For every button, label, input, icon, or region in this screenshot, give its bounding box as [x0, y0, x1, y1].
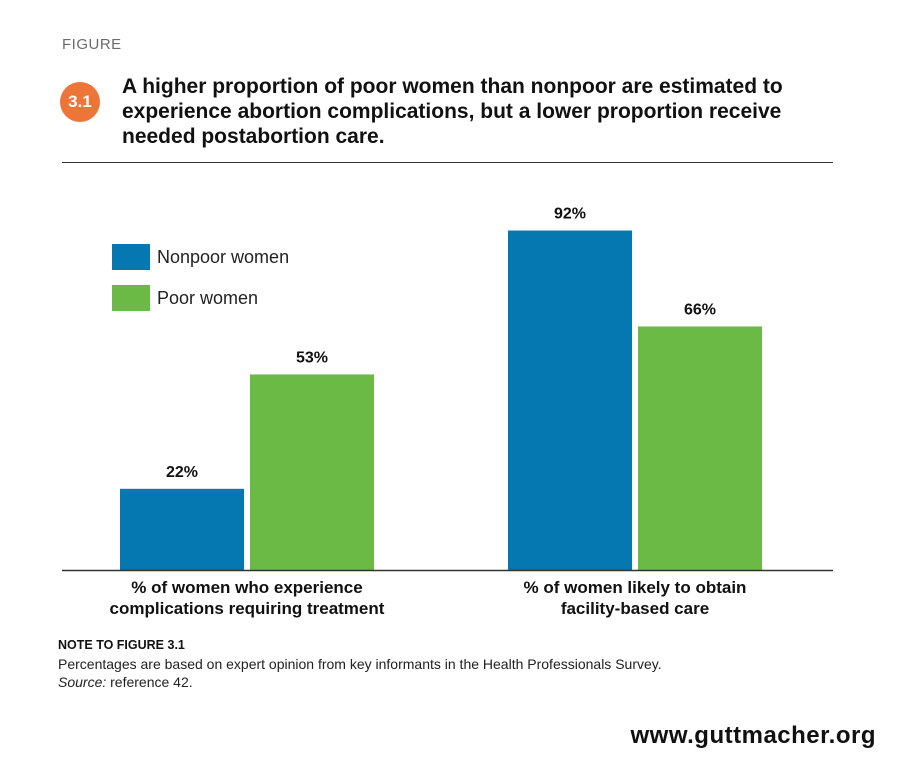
figure-number-badge: 3.1	[60, 82, 100, 122]
bar-nonpoor-2	[508, 230, 632, 570]
source-label: Source:	[58, 674, 107, 690]
legend-swatch-poor	[112, 285, 150, 311]
category-label-1-line-2: complications requiring treatment	[110, 599, 385, 618]
source-line: Source: reference 42.	[58, 674, 193, 690]
figure-label: FIGURE	[62, 36, 122, 53]
bar-chart: 22% 92% 53% 66% % of women who experience com…	[62, 206, 833, 618]
legend-swatch-nonpoor	[112, 244, 150, 270]
category-label-1-line-1: % of women who experience	[131, 578, 362, 597]
note-text: Percentages are based on expert opinion …	[58, 656, 662, 672]
bar-nonpoor-1	[120, 488, 244, 570]
data-label-poor-1: 53%	[296, 349, 328, 366]
bar-poor-2	[638, 326, 762, 570]
chart-title: A higher proportion of poor women than n…	[122, 75, 783, 148]
category-label-2-line-1: % of women likely to obtain	[524, 578, 747, 597]
data-label-nonpoor-1: 22%	[166, 464, 198, 481]
bar-poor-1	[250, 374, 374, 570]
data-label-poor-2: 66%	[684, 301, 716, 318]
data-label-nonpoor-2: 92%	[554, 206, 586, 223]
category-label-2-line-2: facility-based care	[561, 599, 709, 618]
legend-label-poor: Poor women	[157, 288, 258, 308]
note-heading: NOTE TO FIGURE 3.1	[58, 638, 185, 652]
title-divider	[62, 162, 833, 163]
source-text: reference 42.	[106, 674, 193, 690]
website-url[interactable]: www.guttmacher.org	[630, 722, 876, 749]
legend-label-nonpoor: Nonpoor women	[157, 247, 289, 267]
